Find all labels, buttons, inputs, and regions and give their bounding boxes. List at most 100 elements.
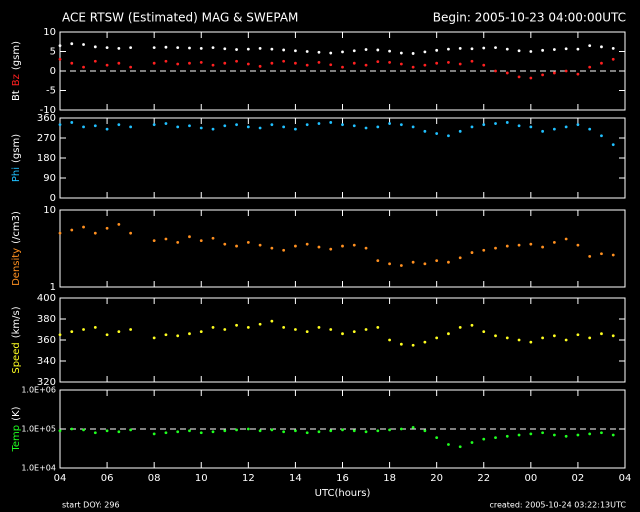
data-point xyxy=(517,124,521,128)
data-point xyxy=(270,47,274,51)
data-point xyxy=(364,328,368,331)
data-point xyxy=(458,326,462,329)
y-tick-label: 1.0E+06 xyxy=(21,386,56,395)
data-point xyxy=(458,256,462,260)
data-point xyxy=(600,252,603,256)
y-tick-label: 320 xyxy=(37,377,56,388)
data-point xyxy=(411,260,415,264)
data-point xyxy=(223,61,227,65)
data-point xyxy=(505,336,509,340)
data-point xyxy=(482,123,486,127)
y-tick-label: 380 xyxy=(37,314,56,325)
data-point xyxy=(258,64,262,68)
x-tick-label: 12 xyxy=(242,473,255,484)
data-point xyxy=(58,44,62,48)
data-point xyxy=(82,328,85,331)
created-time: created: 2005-10-24 03:22:13UTC xyxy=(489,501,626,510)
data-point xyxy=(223,328,227,331)
data-point xyxy=(176,334,180,338)
data-point xyxy=(93,59,97,63)
data-point xyxy=(93,45,97,49)
data-point xyxy=(294,328,297,331)
y-axis-label: Density (/cm3) xyxy=(11,211,22,286)
data-point xyxy=(494,436,497,440)
x-tick-label: 16 xyxy=(336,473,349,484)
data-point xyxy=(176,125,180,129)
data-point xyxy=(376,259,380,263)
data-point xyxy=(93,124,97,128)
data-point xyxy=(611,46,615,50)
data-point xyxy=(576,333,580,337)
data-point xyxy=(376,60,380,64)
data-point xyxy=(164,122,168,125)
data-point xyxy=(152,61,156,65)
data-point xyxy=(482,330,486,333)
data-point xyxy=(258,126,262,130)
data-point xyxy=(282,248,286,252)
data-point xyxy=(117,223,121,226)
x-tick-label: 08 xyxy=(148,473,161,484)
data-point xyxy=(611,433,615,437)
data-point xyxy=(505,244,509,248)
data-point xyxy=(129,46,133,49)
y-axis-label: Temp (K) xyxy=(11,406,22,452)
y-tick-label: 90 xyxy=(43,173,56,184)
data-point xyxy=(305,123,309,127)
data-point xyxy=(93,231,97,235)
data-point xyxy=(294,429,297,433)
data-point xyxy=(505,121,509,124)
data-point xyxy=(588,254,592,258)
data-point xyxy=(494,334,497,338)
data-point xyxy=(223,124,227,128)
data-point xyxy=(376,48,380,52)
data-point xyxy=(294,244,297,248)
data-point xyxy=(541,129,545,133)
data-point xyxy=(576,243,580,247)
data-point xyxy=(105,429,109,433)
data-point xyxy=(482,248,486,252)
data-point xyxy=(199,431,203,435)
y-tick-label: -5 xyxy=(46,86,56,97)
data-point xyxy=(317,326,321,329)
plot-frame xyxy=(59,297,626,383)
data-point xyxy=(494,46,497,49)
y-tick-label: 0 xyxy=(50,66,56,77)
data-point xyxy=(70,42,74,46)
data-point xyxy=(364,430,368,434)
y-tick-label: 0 xyxy=(50,193,56,204)
y-axis-label-part: (gsm) xyxy=(11,134,22,163)
data-point xyxy=(117,61,121,65)
data-point xyxy=(282,125,286,129)
data-point xyxy=(423,429,427,433)
data-point xyxy=(176,62,180,66)
data-point xyxy=(411,65,415,69)
data-point xyxy=(541,336,545,340)
data-point xyxy=(117,330,121,333)
data-point xyxy=(517,338,521,342)
data-point xyxy=(82,225,85,229)
data-point xyxy=(270,319,274,323)
data-point xyxy=(529,432,533,436)
data-point xyxy=(129,65,133,69)
data-point xyxy=(576,123,580,127)
data-point xyxy=(329,121,333,124)
x-tick-label: 04 xyxy=(54,473,67,484)
data-point xyxy=(305,50,309,53)
data-point xyxy=(58,57,62,61)
data-point xyxy=(399,123,403,127)
y-tick-label: 5 xyxy=(50,47,56,58)
data-point xyxy=(294,61,297,65)
data-point xyxy=(576,72,580,76)
data-point xyxy=(329,51,333,55)
data-point xyxy=(329,429,333,433)
data-point xyxy=(117,46,121,50)
data-point xyxy=(211,430,215,434)
data-point xyxy=(223,429,227,433)
data-point xyxy=(435,259,439,263)
data-point xyxy=(482,46,486,50)
data-point xyxy=(529,76,533,80)
data-point xyxy=(199,239,203,243)
data-point xyxy=(105,333,109,337)
data-point xyxy=(352,61,356,65)
x-tick-label: 22 xyxy=(477,473,490,484)
